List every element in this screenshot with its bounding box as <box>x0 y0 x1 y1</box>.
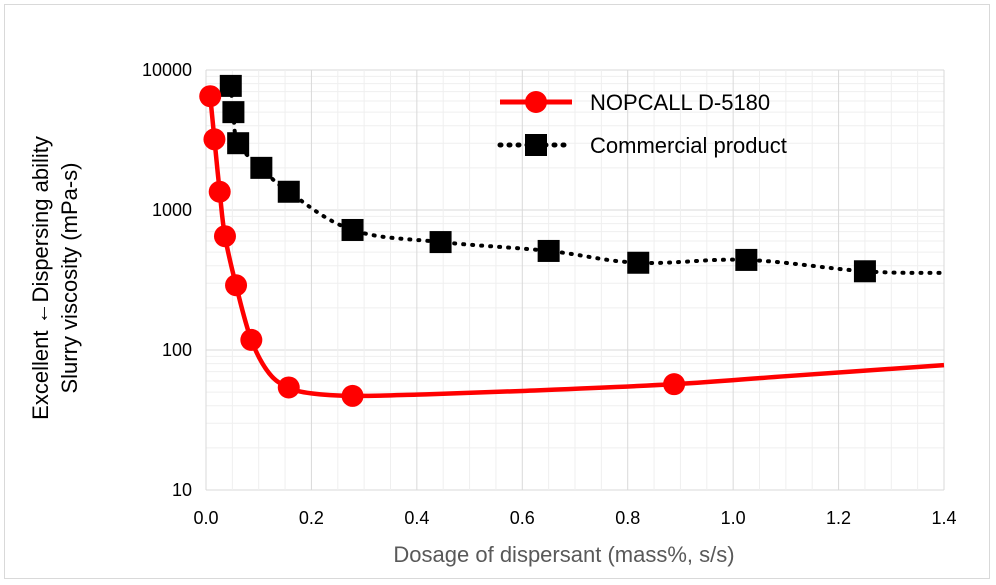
legend-nopcall-marker <box>525 91 547 113</box>
commercial-product-marker <box>222 101 245 124</box>
x-tick-label: 0.6 <box>510 508 535 528</box>
y-axis-title-line1: Excellent ←Dispersing ability <box>28 136 53 420</box>
y-tick-label: 10000 <box>142 60 192 80</box>
nopcall-line <box>207 95 945 399</box>
y-axis-title-line2: Slurry viscosity (mPa-s) <box>57 162 82 393</box>
nopcall-marker <box>341 384 364 407</box>
nopcall-marker <box>663 373 686 396</box>
legend-commercial-label: Commercial product <box>590 133 787 158</box>
y-tick-label: 10 <box>172 480 192 500</box>
commercial-product-marker <box>429 231 452 254</box>
commercial-product-marker <box>227 132 250 155</box>
x-tick-label: 0.0 <box>193 508 218 528</box>
chart-frame <box>4 4 990 579</box>
commercial-product-marker <box>341 218 364 241</box>
commercial-product-marker <box>853 260 876 283</box>
x-tick-label: 1.0 <box>721 508 746 528</box>
tick-labels: 0.0 0.2 0.4 0.6 0.8 1.0 1.2 1.4 10 100 1000 10000 <box>142 60 957 528</box>
commercial-product-marker <box>735 248 758 271</box>
commercial-product-marker <box>277 180 300 203</box>
commercial-product-line <box>228 83 946 275</box>
nopcall-marker <box>240 328 263 351</box>
y-tick-label: 100 <box>162 340 192 360</box>
legend-nopcall-label: NOPCALL D-5180 <box>590 90 770 115</box>
nopcall-marker <box>208 180 231 203</box>
x-tick-label: 0.2 <box>299 508 324 528</box>
x-tick-label: 0.8 <box>615 508 640 528</box>
x-tick-label: 1.2 <box>826 508 851 528</box>
grid <box>205 69 945 491</box>
legend-commercial-marker <box>525 134 547 156</box>
commercial-product-marker <box>219 74 242 97</box>
nopcall-marker <box>225 274 248 297</box>
y-axis-title-group: Excellent ←Dispersing ability Slurry vis… <box>28 136 82 420</box>
x-tick-label: 0.4 <box>404 508 429 528</box>
nopcall-marker <box>213 225 236 248</box>
nopcall-marker <box>203 128 226 151</box>
plot-area <box>199 74 946 407</box>
legend: NOPCALL D-5180 Commercial product <box>497 90 787 158</box>
x-axis-title: Dosage of dispersant (mass%, s/s) <box>393 542 734 567</box>
commercial-product-marker <box>627 251 650 274</box>
nopcall-marker <box>199 85 222 108</box>
y-tick-label: 1000 <box>152 200 192 220</box>
nopcall-marker <box>277 376 300 399</box>
x-tick-label: 1.4 <box>931 508 956 528</box>
commercial-product-marker <box>537 239 560 262</box>
commercial-product-marker <box>250 156 273 179</box>
